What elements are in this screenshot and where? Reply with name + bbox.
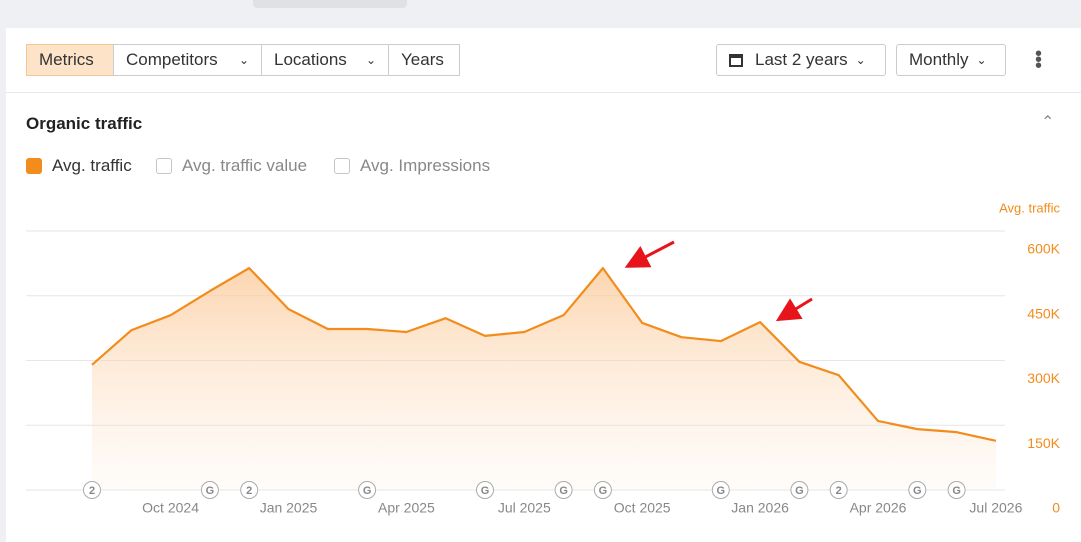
event-label: G bbox=[795, 485, 804, 497]
x-tick-label: Apr 2025 bbox=[378, 500, 435, 516]
checkbox[interactable]: Avg. traffic bbox=[26, 156, 132, 176]
annotation-arrow bbox=[775, 297, 813, 322]
event-label: G bbox=[481, 485, 490, 497]
event-label: 2 bbox=[836, 485, 842, 497]
event-marker bbox=[908, 481, 927, 499]
interval-label: Monthly bbox=[909, 50, 969, 69]
x-tick-label: Jul 2026 bbox=[969, 500, 1022, 516]
annotation-arrow bbox=[624, 240, 675, 268]
event-marker bbox=[790, 481, 809, 499]
chevron: ⌄ bbox=[365, 53, 376, 67]
checkbox[interactable]: Avg. traffic value bbox=[156, 156, 307, 176]
event-label: G bbox=[363, 485, 372, 497]
checkbox-label: Avg. Impressions bbox=[360, 156, 491, 175]
y-axis-title: Avg. traffic bbox=[999, 200, 1060, 215]
calendar-icon bbox=[729, 53, 743, 67]
tab[interactable]: Years bbox=[388, 44, 460, 76]
checkbox-box bbox=[26, 158, 42, 174]
x-tick-label: Jul 2025 bbox=[498, 500, 551, 516]
checkbox-box bbox=[156, 158, 172, 174]
event-label: G bbox=[913, 485, 922, 497]
checkbox-label: Avg. traffic bbox=[52, 156, 132, 175]
x-tick-label: Oct 2025 bbox=[614, 500, 671, 516]
event-marker bbox=[829, 481, 848, 499]
chevron: ⌄ bbox=[976, 53, 987, 67]
line bbox=[91, 267, 997, 442]
more-menu[interactable]: • • • bbox=[1035, 43, 1043, 77]
tab-label: Years bbox=[401, 50, 444, 69]
tab[interactable]: Locations ⌄ bbox=[261, 44, 389, 76]
event-label: G bbox=[206, 485, 215, 497]
event-label: G bbox=[717, 485, 726, 497]
period-label: Last 2 years bbox=[755, 50, 848, 69]
interval-select[interactable]: Monthly ⌄ bbox=[896, 44, 1006, 76]
divider bbox=[6, 92, 1081, 93]
x-tick-label: Apr 2026 bbox=[850, 500, 907, 516]
y-tick-label: 600K bbox=[1027, 241, 1060, 257]
checkbox[interactable]: Avg. Impressions bbox=[334, 156, 490, 176]
tab-stub[interactable] bbox=[253, 0, 407, 8]
event-marker bbox=[200, 481, 219, 499]
chevron: ⌄ bbox=[238, 53, 249, 67]
tab[interactable]: Metrics bbox=[26, 44, 114, 76]
event-marker bbox=[947, 481, 966, 499]
event-marker bbox=[476, 481, 494, 499]
tab-label: Locations bbox=[274, 50, 347, 69]
chevron: ⌄ bbox=[855, 53, 866, 67]
event-label: G bbox=[599, 485, 608, 497]
event-marker bbox=[593, 481, 612, 499]
y-tick-label: 150K bbox=[1027, 435, 1060, 451]
event-marker bbox=[83, 481, 101, 499]
tab-label: Competitors bbox=[126, 50, 218, 69]
section-title: Organic traffic bbox=[26, 114, 143, 133]
event-marker bbox=[358, 481, 377, 499]
y-tick-label: 300K bbox=[1027, 370, 1060, 386]
event-label: G bbox=[952, 485, 961, 497]
tab[interactable]: Competitors ⌄ bbox=[113, 44, 262, 76]
period-select[interactable]: Last 2 years ⌄ bbox=[716, 44, 886, 76]
checkbox-box bbox=[334, 158, 350, 174]
event-label: 2 bbox=[89, 485, 95, 497]
event-marker bbox=[554, 481, 573, 499]
event-label: 2 bbox=[246, 485, 252, 497]
x-tick-label: Jan 2026 bbox=[731, 500, 789, 516]
area bbox=[92, 268, 996, 490]
y-tick-label: 450K bbox=[1027, 305, 1060, 321]
checkbox-label: Avg. traffic value bbox=[182, 156, 308, 175]
x-tick-label: Oct 2024 bbox=[142, 500, 199, 516]
event-marker bbox=[240, 481, 259, 499]
y-tick-label: 0 bbox=[1052, 500, 1060, 516]
x-tick-label: Jan 2025 bbox=[260, 500, 318, 516]
event-marker bbox=[711, 481, 730, 499]
tab-label: Metrics bbox=[39, 50, 94, 69]
collapse-icon[interactable]: ⌃ bbox=[1041, 114, 1055, 131]
event-label: G bbox=[559, 485, 568, 497]
